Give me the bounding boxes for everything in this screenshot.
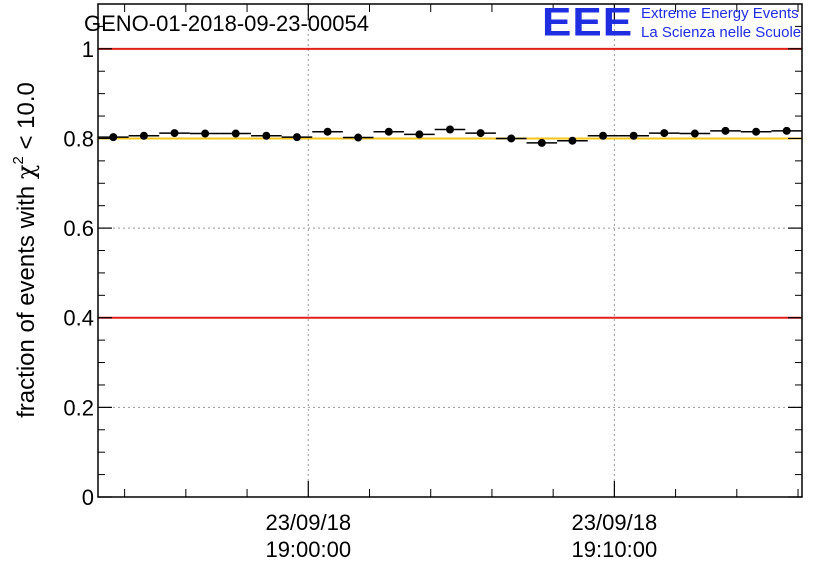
y-tick-label: 0.2 bbox=[63, 395, 94, 420]
plot-border bbox=[97, 3, 803, 498]
data-point bbox=[354, 133, 363, 142]
x-tick-date-label: 23/09/18 bbox=[572, 510, 658, 535]
y-axis-label-symbol: χ bbox=[12, 164, 40, 179]
y-tick-label: 0.6 bbox=[63, 216, 94, 241]
data-point bbox=[415, 130, 424, 139]
plot-frame bbox=[97, 3, 803, 498]
data-point bbox=[660, 129, 669, 138]
data-point bbox=[507, 134, 516, 143]
data-point bbox=[537, 138, 546, 147]
y-axis-label-prefix: fraction of events with bbox=[13, 179, 40, 418]
data-point bbox=[568, 136, 577, 145]
eee-logo-line1: Extreme Energy Events bbox=[641, 5, 799, 22]
chart-title: GENO-01-2018-09-23-00054 bbox=[84, 11, 369, 36]
data-point bbox=[476, 129, 485, 138]
data-point bbox=[262, 131, 271, 140]
data-point bbox=[599, 131, 608, 140]
eee-logo-text: Extreme Energy Events La Scienza nelle S… bbox=[641, 4, 801, 42]
y-tick-label: 0 bbox=[82, 485, 94, 510]
data-point bbox=[109, 133, 118, 142]
y-tick-label: 1 bbox=[82, 37, 94, 62]
data-point bbox=[323, 127, 332, 136]
eee-logo: EEE Extreme Energy Events La Scienza nel… bbox=[542, 2, 801, 44]
grid-lines bbox=[98, 4, 802, 497]
tick-labels: 00.20.40.60.8123/09/1819:00:0023/09/1819… bbox=[63, 37, 657, 562]
x-tick-date-label: 23/09/18 bbox=[265, 510, 351, 535]
axis-ticks bbox=[98, 4, 802, 498]
data-point bbox=[782, 126, 791, 135]
y-tick-label: 0.4 bbox=[63, 306, 94, 331]
data-point bbox=[384, 127, 393, 136]
eee-logo-line2: La Scienza nelle Scuole bbox=[641, 24, 802, 41]
data-point bbox=[170, 129, 179, 138]
data-point bbox=[231, 129, 240, 138]
data-point bbox=[752, 127, 761, 136]
reference-lines bbox=[98, 47, 802, 319]
data-point bbox=[292, 133, 301, 142]
data-point bbox=[629, 131, 638, 140]
data-point bbox=[201, 129, 210, 138]
x-tick-time-label: 19:00:00 bbox=[265, 537, 351, 562]
data-point bbox=[139, 131, 148, 140]
y-tick-label: 0.8 bbox=[63, 126, 94, 151]
eee-logo-mark: EEE bbox=[542, 0, 634, 45]
y-axis-label-superscript: 2 bbox=[10, 156, 27, 164]
data-series bbox=[98, 125, 802, 147]
y-axis-label-suffix: < 10.0 bbox=[13, 82, 40, 156]
y-axis-label: fraction of events with χ2 < 10.0 bbox=[10, 82, 40, 418]
data-point bbox=[690, 129, 699, 138]
data-point bbox=[721, 126, 730, 135]
x-tick-time-label: 19:10:00 bbox=[572, 537, 658, 562]
data-point bbox=[446, 125, 454, 134]
